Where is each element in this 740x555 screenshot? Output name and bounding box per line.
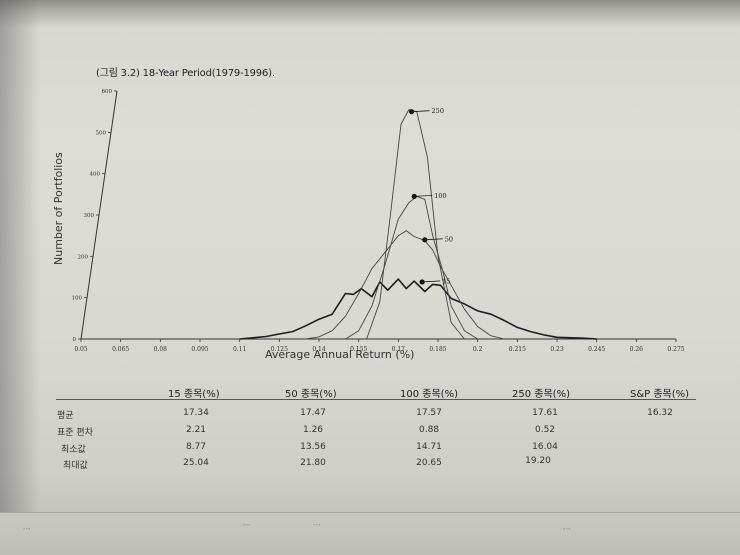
bleed-glyph: ⁝ [20, 527, 33, 531]
annotation-leader-100 [414, 195, 433, 197]
y-tick-label: 200 [78, 254, 89, 260]
page-left-shadow [0, 0, 40, 555]
annotation-label-50: 50 [445, 235, 453, 243]
x-tick-label: 0.275 [667, 346, 684, 353]
x-tick-label: 0.26 [630, 346, 644, 353]
x-tick-label: 0.08 [154, 346, 168, 353]
x-tick-label: 0.14 [312, 346, 326, 353]
chart-series [239, 109, 597, 340]
y-tick-label: 500 [96, 130, 107, 136]
y-tick-label: 400 [90, 172, 101, 178]
annotation-label-15: 15 [442, 277, 450, 285]
chart-annotations: 250 100 50 15 [408, 107, 453, 285]
x-tick-label: 0.215 [509, 346, 526, 353]
x-tick-label: 0.245 [588, 346, 605, 353]
chart-axes: 0.05 0.065 0.08 0.095 0.11 0.125 0.14 0.155 0.17… [72, 89, 685, 353]
next-page-bleed-through: ⁝ ⁝ ⁝ ⁝ [0, 512, 740, 555]
series-line-50 [305, 230, 505, 340]
x-tick-label: 0.095 [191, 346, 208, 353]
bleed-glyph: ⁝ [240, 523, 253, 527]
x-tick-label: 0.065 [112, 346, 129, 353]
series-line-15 [239, 278, 597, 340]
y-tick-label: 300 [84, 213, 95, 219]
x-tick-label: 0.185 [429, 346, 446, 353]
annotation-label-250: 250 [432, 107, 444, 115]
x-tick-label: 0.2 [473, 346, 483, 353]
y-tick-label: 100 [72, 296, 83, 302]
annotation-leader-50 [424, 238, 443, 241]
x-tick-label: 0.125 [271, 346, 288, 353]
x-tick-label: 0.155 [350, 346, 367, 353]
x-tick-label: 0.23 [550, 346, 564, 353]
page-top-shadow [0, 0, 740, 28]
annotation-leader-15 [422, 280, 441, 283]
annotation-label-100: 100 [434, 192, 446, 200]
x-tick-label: 0.17 [392, 346, 406, 353]
series-line-100 [345, 195, 478, 340]
y-tick-label: 0 [73, 337, 77, 343]
annotation-leader-250 [411, 110, 430, 113]
x-tick-label: 0.05 [74, 346, 88, 353]
bleed-glyph: ⁝ [310, 523, 323, 527]
series-line-250 [366, 109, 465, 340]
figure-caption: (그림 3.2) 18-Year Period(1979-1996). [96, 68, 275, 79]
x-tick-label: 0.11 [233, 346, 246, 353]
bleed-glyph: ⁝ [560, 527, 573, 531]
y-tick-label: 600 [102, 89, 113, 95]
y-axis-label: Number of Portfolios [52, 152, 65, 265]
x-axis-label: Average Annual Return (%) [265, 348, 415, 361]
